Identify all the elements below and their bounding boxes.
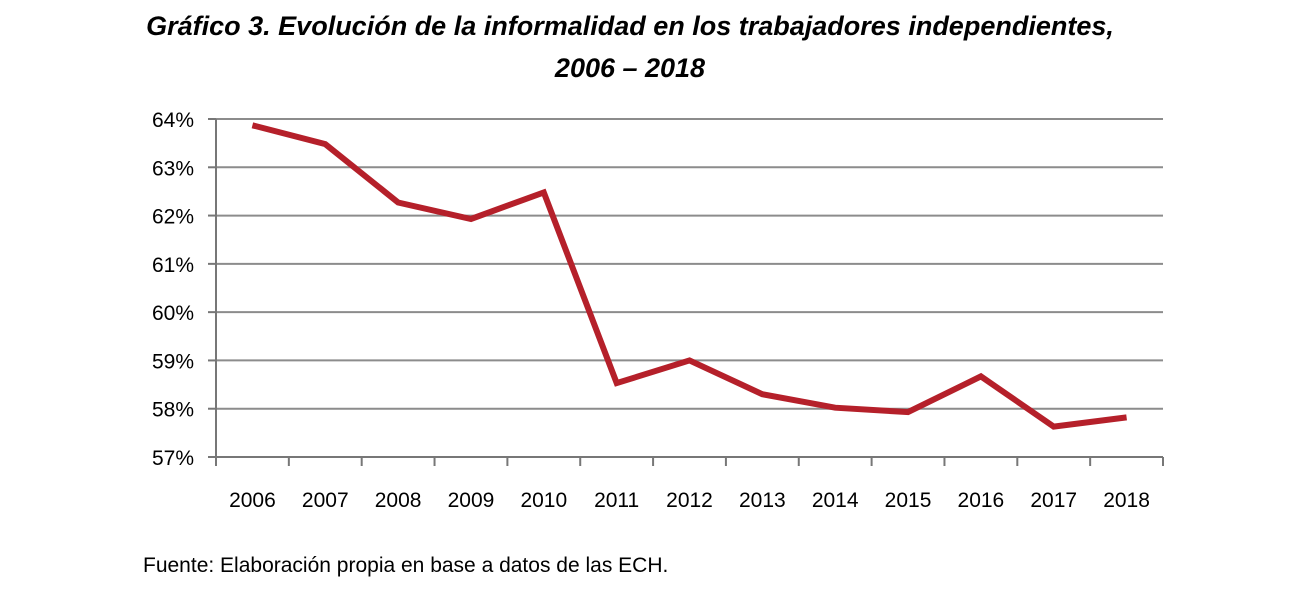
x-tick-label: 2012 [666,489,713,512]
x-tick-label: 2018 [1103,489,1150,512]
x-tick-label: 2014 [812,489,859,512]
x-tick-label: 2009 [448,489,495,512]
source-note: Fuente: Elaboración propia en base a dat… [143,554,669,577]
chart-title: Gráfico 3. Evolución de la informalidad … [146,11,1114,41]
x-tick-label: 2008 [375,489,422,512]
y-tick-label: 63% [152,157,194,180]
y-tick-label: 62% [152,206,194,229]
y-tick-label: 57% [152,447,194,470]
y-tick-label: 64% [152,109,194,132]
x-axis: 2006 2007 2008 2009 2010 2011 2012 2013 2014 2015… [215,119,1164,512]
x-tick-label: 2007 [302,489,349,512]
x-tick-label: 2010 [520,489,567,512]
plot-area [251,122,1127,430]
x-tick-label: 2013 [739,489,786,512]
x-tick-label: 2011 [594,489,639,512]
series-line [251,122,1127,430]
y-tick-label: 60% [152,302,194,325]
x-tick-label: 2006 [229,489,276,512]
y-tick-label: 58% [152,399,194,422]
x-tick-label: 2017 [1030,489,1077,512]
x-tick-label: 2016 [958,489,1005,512]
y-axis: 57% 58% 59% 60% 61% 62% 63% 64% [152,109,216,470]
y-tick-label: 59% [152,350,194,373]
chart-subtitle: 2006 – 2018 [554,53,706,83]
y-tick-label: 61% [152,254,194,277]
x-tick-label: 2015 [885,489,932,512]
